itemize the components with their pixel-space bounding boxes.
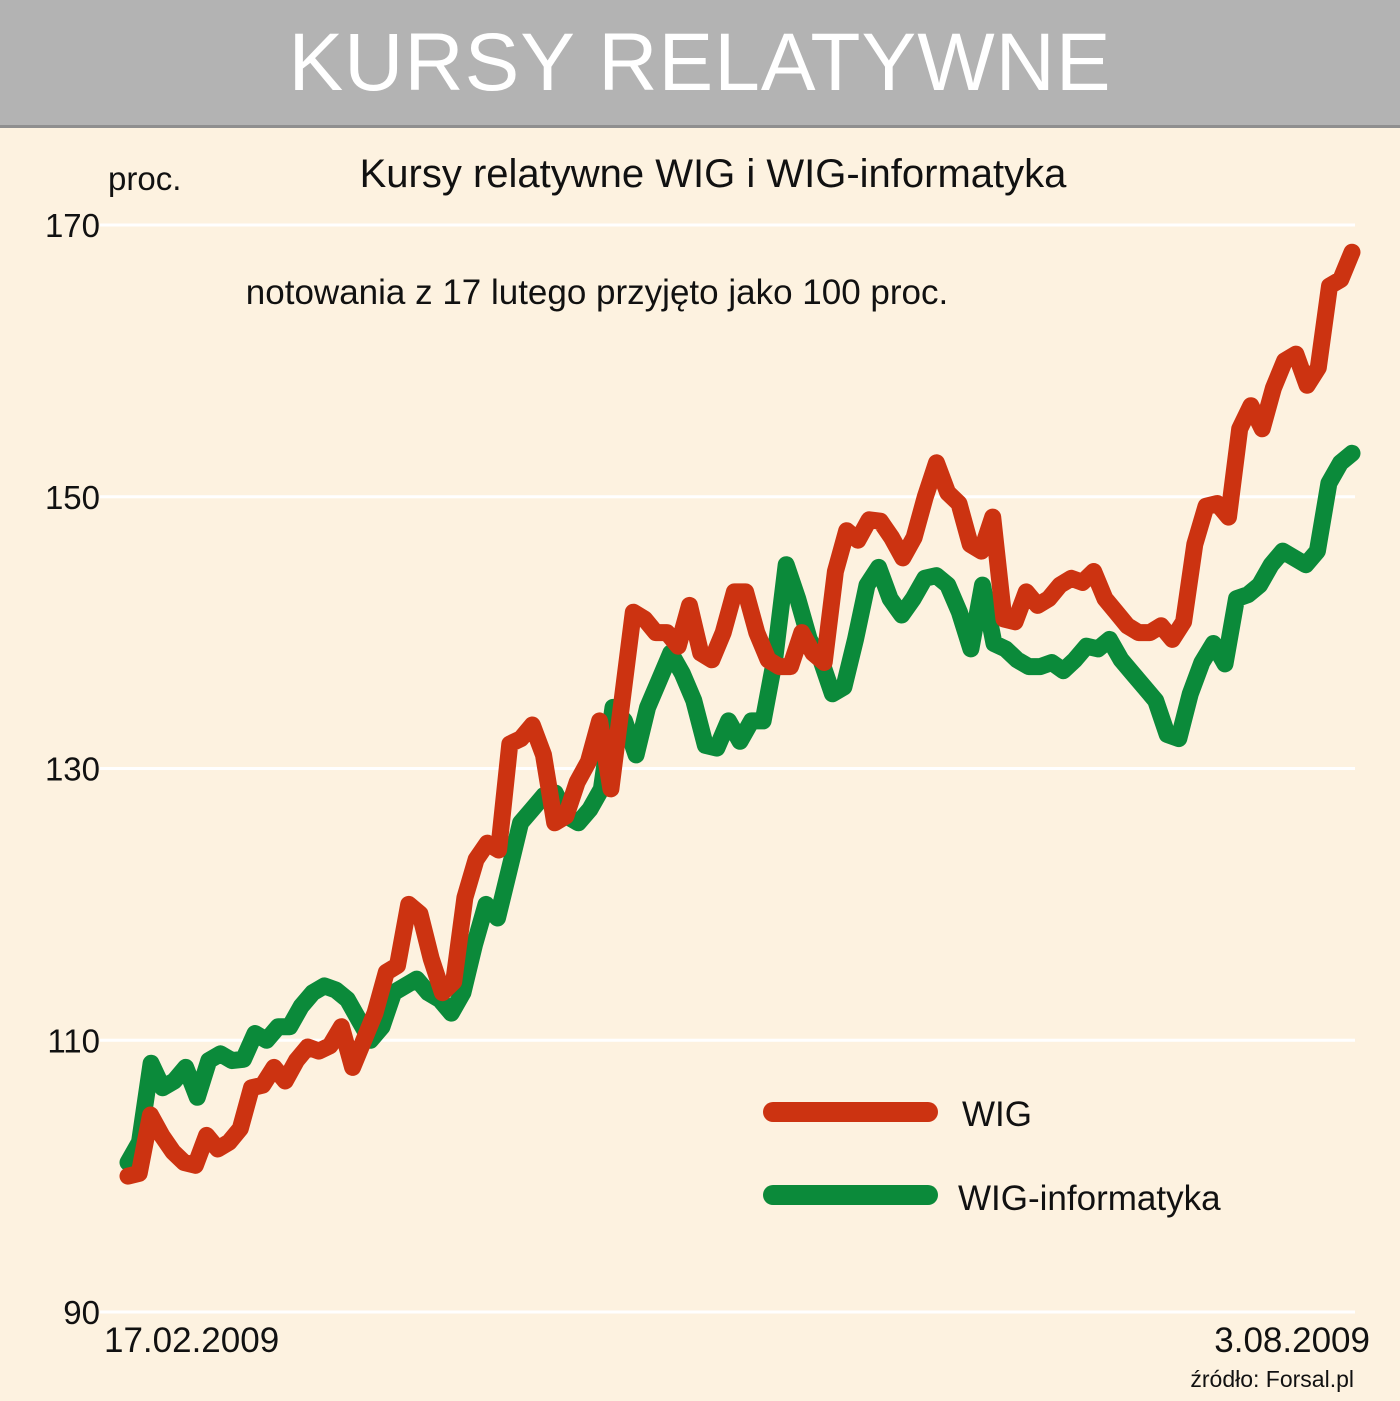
legend-label-wig-informatyka: WIG-informatyka (958, 1179, 1221, 1218)
x-axis-end-label: 3.08.2009 (1214, 1321, 1370, 1360)
series-line-wig-informatyka (119, 444, 1361, 1171)
gridlines (100, 223, 1355, 1314)
y-tick-label-110: 110 (47, 1022, 100, 1059)
x-axis-start-label: 17.02.2009 (104, 1321, 279, 1360)
y-tick-label-150: 150 (45, 479, 100, 516)
legend: WIG WIG-informatyka (763, 1095, 1221, 1218)
y-tick-label-170: 170 (45, 207, 100, 244)
legend-label-wig: WIG (962, 1095, 1032, 1134)
banner-title: KURSY RELATYWNE (288, 16, 1112, 108)
y-tick-label-90: 90 (63, 1294, 100, 1331)
series-lines (119, 243, 1361, 1185)
y-axis-label: proc. (108, 160, 181, 197)
chart-title: Kursy relatywne WIG i WIG-informatyka (360, 152, 1068, 196)
y-tick-label-130: 130 (45, 751, 100, 788)
chart-subtitle: notowania z 17 lutego przyjęto jako 100 … (246, 273, 948, 312)
y-tick-labels: 90 110 130 150 170 (45, 207, 100, 1331)
banner: KURSY RELATYWNE (0, 0, 1400, 128)
source-note: źródło: Forsal.pl (1190, 1366, 1354, 1392)
series-line-wig (119, 243, 1361, 1185)
